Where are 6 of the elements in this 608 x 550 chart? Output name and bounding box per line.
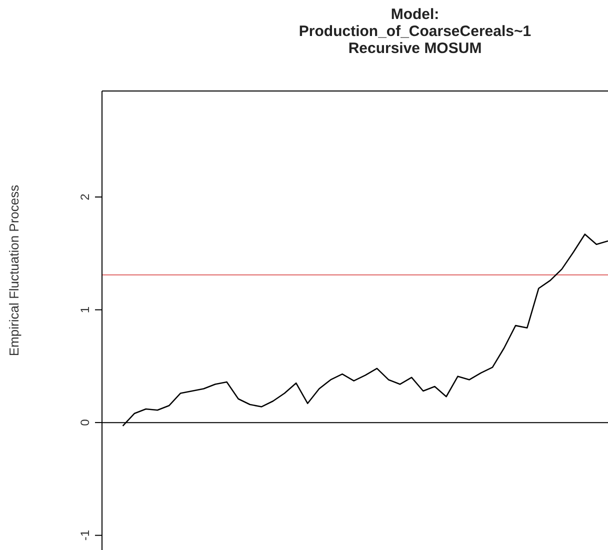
- chart-title: Model: Production_of_CoarseCereals~1 Recursive MOSUM: [298, 6, 532, 57]
- y-tick-label: 0: [78, 418, 92, 426]
- y-tick-label: -1: [78, 530, 92, 541]
- y-axis-title: Empirical Fluctuation Process: [6, 184, 22, 356]
- y-tick-label: 1: [78, 306, 92, 314]
- y-tick-label: 2: [78, 193, 92, 200]
